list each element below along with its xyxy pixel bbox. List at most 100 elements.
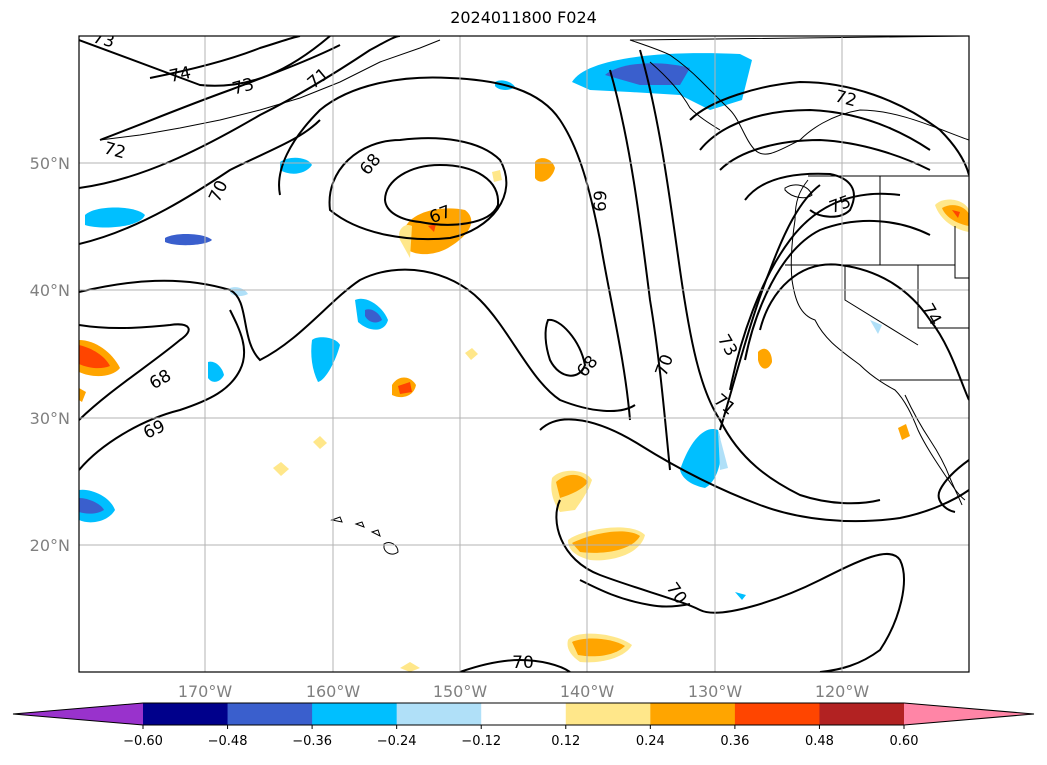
colorbar-tick-label: 0.48 [805, 734, 834, 749]
anomaly-blob-west-2 [165, 234, 212, 246]
anomaly-pos-rockies-core [942, 205, 969, 226]
contour-73 [79, 36, 331, 87]
alaska-panhandle [649, 61, 721, 131]
longitude-labels: 170°W 160°W 150°W 140°W 130°W 120°W [178, 682, 870, 701]
map-title: 2024011800 F024 [450, 8, 597, 27]
contour-70-lower-2 [579, 579, 691, 608]
colorbar-tick-label: 0.60 [890, 734, 919, 749]
state-line-3 [844, 265, 919, 346]
anomaly-pos-rockies-dot [952, 210, 960, 218]
north-america-coast [629, 36, 969, 155]
anomaly-blob-right [870, 320, 882, 334]
contour-68-sw [79, 323, 190, 421]
contour-label-73-nw: 73 [91, 27, 117, 52]
latitude-labels: 50°N 40°N 30°N 20°N [30, 154, 70, 555]
contour-70-north [79, 36, 401, 189]
colorbar-ticks: −0.60 −0.48 −0.36 −0.24 −0.12 0.12 0.24 0.36 0.4… [123, 725, 918, 749]
hawaii-1 [330, 516, 343, 523]
state-line-6 [954, 226, 969, 279]
graticule [79, 36, 969, 672]
hawaii-4 [383, 542, 399, 555]
anomaly-pos-south-2-core [572, 531, 640, 553]
hawaii-3 [370, 529, 381, 537]
anomaly-blob-mid-3 [208, 361, 224, 382]
contour-72-east [729, 192, 901, 391]
contour-73-mid [699, 108, 931, 151]
anomaly-pos-south-3-core [572, 638, 625, 657]
anomaly-pos-tiny-2 [313, 436, 327, 449]
contour-74 [149, 36, 301, 79]
contour-73-east [744, 220, 931, 361]
colorbar-segment [819, 703, 905, 725]
lon-label-150w: 150°W [433, 682, 488, 701]
colorbar-tick-label: 0.24 [636, 734, 665, 749]
colorbar-segment [396, 703, 482, 725]
colorbar: −0.60 −0.48 −0.36 −0.24 −0.12 0.12 0.24 0.36 0.4… [12, 702, 1035, 749]
contour-70-mid [609, 69, 671, 471]
hawaii-2 [354, 521, 365, 528]
colorbar-tick-label: −0.60 [123, 734, 163, 749]
contour-69-outer [278, 76, 631, 421]
colorbar-tick-label: 0.36 [720, 734, 749, 749]
vancouver-island [784, 184, 813, 199]
plot-frame [78, 35, 970, 673]
lat-label-20n: 20°N [30, 536, 70, 555]
contour-74-east [759, 263, 969, 401]
colorbar-segment [734, 703, 820, 725]
plot-area [79, 36, 969, 672]
lon-label-130w: 130°W [688, 682, 743, 701]
coastlines [99, 36, 969, 555]
anomaly-blob-mid-1-core [365, 309, 382, 323]
anomaly-blob-bottom [735, 592, 746, 600]
lon-label-140w: 140°W [560, 682, 615, 701]
colorbar-extend-min [13, 703, 143, 725]
contour-label-70-bottom: 70 [512, 653, 534, 673]
lat-label-50n: 50°N [30, 154, 70, 173]
lat-label-30n: 30°N [30, 409, 70, 428]
lat-label-40n: 40°N [30, 281, 70, 300]
west-coast-us [790, 179, 966, 501]
lon-label-120w: 120°W [815, 682, 870, 701]
contour-east-edge [937, 459, 969, 513]
anomaly-blob-west-1 [85, 207, 145, 228]
anomaly-pos-tiny-1 [465, 348, 478, 360]
anomaly-blob-sw-core [79, 498, 104, 514]
colorbar-tick-label: −0.12 [461, 734, 501, 749]
contour-69-sw [79, 309, 246, 471]
anomaly-pos-low-edge [399, 224, 412, 258]
anomaly-pos-mid-1-core [398, 382, 412, 394]
anomaly-pos-south-1-core [556, 474, 588, 498]
contour-68-ring [328, 137, 508, 241]
colorbar-tick-label: −0.36 [292, 734, 332, 749]
contour-70-bottom [459, 658, 571, 672]
anomaly-pos-low [404, 208, 472, 255]
colorbar-tick-label: −0.24 [377, 734, 417, 749]
colorbar-segments [13, 703, 1034, 725]
contour-72-mid [689, 80, 969, 176]
colorbar-extend-max [904, 703, 1034, 725]
contour-72 [99, 44, 341, 141]
lon-label-170w: 170°W [178, 682, 233, 701]
contour-label-74: 74 [168, 63, 193, 87]
lon-label-160w: 160°W [306, 682, 361, 701]
contour-67-ring [383, 163, 500, 226]
contour-71-east [719, 184, 821, 431]
anomaly-pos-west-small [79, 388, 86, 402]
colorbar-segment [481, 703, 567, 725]
anomaly-pos-small-1 [535, 158, 555, 182]
anomaly-blob-east-1-edge [718, 430, 728, 470]
contour-70-big [79, 268, 636, 412]
colorbar-segment [143, 703, 229, 725]
contour-70-lower [555, 499, 905, 672]
contour-74-mid [719, 138, 931, 171]
state-line-4 [917, 265, 969, 329]
contour-75 [744, 172, 855, 218]
anomaly-pos-coast [758, 348, 772, 369]
anomaly-pos-bottom [400, 662, 420, 672]
anomaly-pos-tiny-3 [273, 462, 289, 476]
anomaly-blob-small-1 [280, 157, 312, 174]
contour-70-south [539, 418, 969, 523]
contour-label-69: 69 [591, 190, 612, 212]
anomaly-pos-low-core [428, 224, 436, 232]
